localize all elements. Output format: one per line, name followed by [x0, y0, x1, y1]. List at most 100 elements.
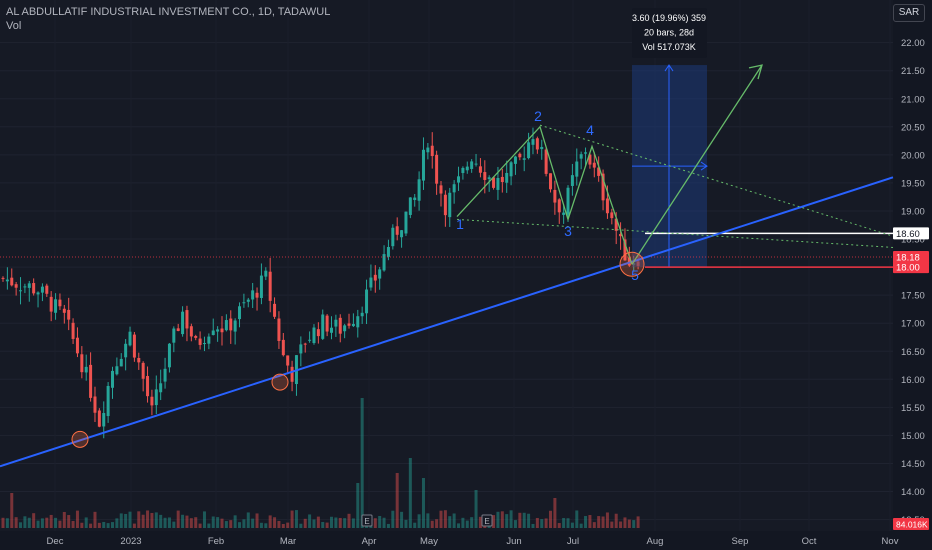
candle-body: [207, 336, 211, 344]
volume-bar: [97, 522, 101, 528]
volume-bar: [614, 513, 618, 528]
volume-bar: [238, 522, 242, 528]
candle-body: [255, 292, 259, 298]
volume-tag: [893, 518, 929, 530]
candle-body: [487, 177, 491, 180]
volume-bar: [106, 523, 110, 528]
candle-body: [610, 212, 614, 219]
volume-bar: [627, 519, 631, 528]
volume-bar: [32, 513, 36, 528]
candle-body: [483, 172, 487, 180]
volume-bar: [176, 510, 180, 528]
candle-body: [75, 337, 79, 354]
candle-body: [356, 316, 360, 328]
touch-point-circle: [619, 251, 645, 277]
candle-body: [10, 277, 14, 286]
measure-arrow-right: [700, 161, 708, 171]
candle-body: [614, 218, 618, 231]
touch-point-circle: [71, 430, 89, 448]
volume-bar: [294, 510, 298, 528]
currency-button[interactable]: SAR: [893, 4, 925, 22]
candle-body: [588, 154, 592, 165]
volume-bar: [224, 521, 228, 528]
volume-bar: [1, 517, 5, 528]
measure-info-line: 3.60 (19.96%) 359: [632, 13, 706, 23]
volume-bar: [242, 519, 246, 528]
volume-bar: [154, 512, 158, 528]
price-tag-label: 18.00: [896, 263, 920, 274]
candle-body: [360, 312, 364, 317]
candle-body: [505, 172, 509, 183]
volume-bar: [470, 517, 474, 528]
candle-body: [111, 370, 114, 388]
candle-body: [14, 284, 18, 288]
candle-body: [220, 328, 224, 333]
candle-body: [448, 192, 452, 218]
candle-body: [325, 315, 329, 332]
volume-bar: [290, 510, 294, 528]
volume-bar: [246, 512, 250, 528]
volume-bar: [312, 519, 316, 528]
candle-body: [40, 286, 44, 293]
y-tick-label: 19.50: [901, 178, 925, 189]
candle-body: [321, 314, 325, 339]
candle-body: [619, 233, 623, 237]
x-tick-label: Dec: [47, 536, 64, 547]
candle-body: [426, 147, 430, 153]
candle-body: [106, 385, 110, 417]
x-tick-label: Jun: [506, 536, 521, 547]
earnings-marker-label: E: [484, 517, 489, 526]
candle-body: [592, 162, 596, 168]
volume-bar: [27, 517, 31, 528]
price-tag: [893, 227, 929, 240]
candle-body: [159, 383, 163, 393]
candle-body: [540, 146, 544, 150]
candle-body: [527, 142, 531, 159]
volume-bar: [10, 493, 14, 528]
candle-body: [93, 396, 97, 413]
candle-body: [492, 177, 496, 188]
y-tick-label: 15.50: [901, 403, 925, 414]
wave-zigzag: [456, 125, 633, 265]
candle-body: [549, 173, 552, 190]
volume-bar: [277, 520, 281, 528]
volume-bar: [588, 515, 592, 528]
ascending-trendline: [0, 176, 894, 468]
volume-bar: [457, 523, 461, 528]
volume-bar: [124, 513, 128, 528]
candle-body: [378, 269, 382, 279]
volume-bar: [610, 521, 614, 528]
measure-info-box: [632, 8, 707, 58]
candle-body: [67, 309, 71, 320]
volume-bar: [448, 516, 452, 528]
volume-bar: [115, 518, 119, 528]
volume-bar: [395, 473, 399, 528]
volume-bar: [549, 510, 552, 528]
candle-body: [303, 343, 307, 345]
volume-bar: [373, 518, 377, 528]
y-tick-label: 17.00: [901, 319, 925, 330]
volume-bar: [505, 514, 509, 528]
volume-bar: [601, 516, 605, 528]
volume-bar: [229, 520, 233, 528]
time-axis-panel: [0, 531, 893, 550]
candle-body: [509, 162, 513, 177]
touch-point-circle: [271, 373, 289, 391]
volume-bar: [356, 483, 360, 528]
candle-body: [522, 158, 526, 160]
volume-bar: [71, 520, 75, 528]
volume-bar: [439, 510, 443, 528]
candle-body: [382, 254, 386, 271]
projection-arrow: [631, 64, 763, 265]
volume-bar: [334, 517, 338, 528]
volume-bar: [413, 522, 417, 528]
volume-bar: [89, 523, 93, 528]
earnings-marker-label: E: [364, 517, 369, 526]
candle-body: [557, 199, 561, 213]
x-tick-label: Jul: [567, 536, 579, 547]
volume-bar: [181, 514, 185, 528]
y-tick-label: 15.00: [901, 431, 925, 442]
volume-bar: [185, 515, 189, 528]
